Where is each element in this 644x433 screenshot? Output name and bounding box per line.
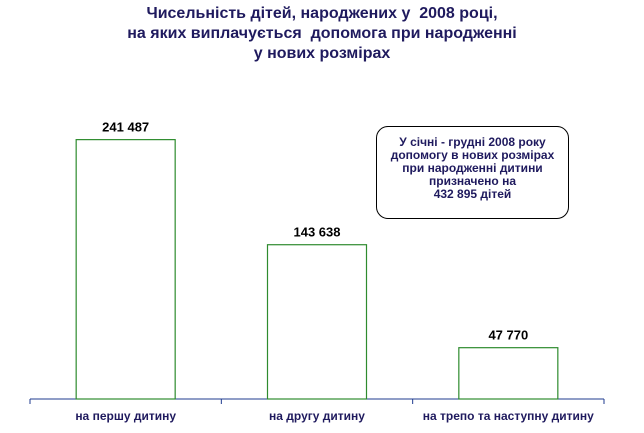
- chart-title-line-1: Чисельність дітей, народжених у 2008 роц…: [146, 5, 498, 22]
- callout-line-4: призначено на: [428, 174, 517, 188]
- data-label-2: 143 638: [294, 225, 341, 240]
- bar-3: [458, 347, 559, 400]
- data-label-1: 241 487: [102, 120, 149, 135]
- callout-line-1: У січні - грудні 2008 року: [399, 135, 546, 149]
- chart-title-line-2: на яких виплачується допомога при народж…: [127, 25, 517, 42]
- summary-callout: У січні - грудні 2008 року допомогу в но…: [376, 126, 569, 219]
- category-label-1: на першу дитину: [75, 409, 176, 423]
- data-label-3: 47 770: [488, 328, 528, 343]
- callout-line-3: при народженні дитини: [402, 161, 543, 175]
- category-label-3: на трепо та наступну дитину: [423, 409, 594, 423]
- category-label-2: на другу дитину: [269, 409, 365, 423]
- chart-title-line-3: у нових розмірах: [253, 45, 391, 62]
- callout-line-5: 432 895 дітей: [433, 187, 512, 201]
- bar-1: [75, 139, 176, 400]
- callout-line-2: допомогу в нових розмірах: [390, 148, 555, 162]
- chart-title: Чисельність дітей, народжених у 2008 роц…: [0, 4, 644, 64]
- bar-2: [266, 244, 368, 400]
